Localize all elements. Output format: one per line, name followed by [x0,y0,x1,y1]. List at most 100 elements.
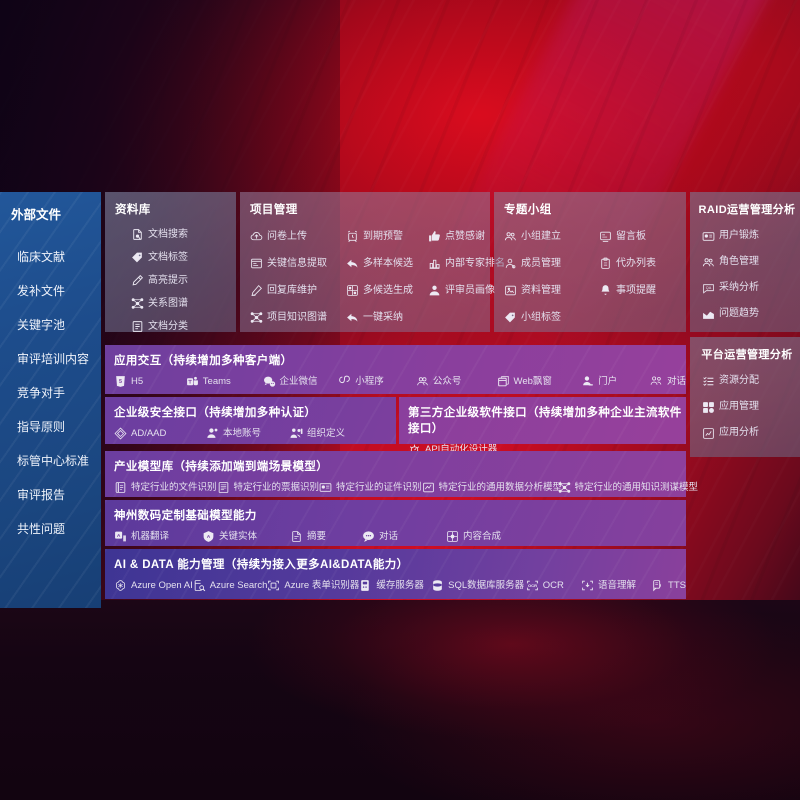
base-item-summary[interactable]: 摘要 [290,530,362,543]
ai-item-tts[interactable]: TTS [651,579,686,592]
ai-item-speech-understanding[interactable]: 语音理解 [581,579,651,592]
project-item-grid: 问卷上传 到期预警 点赞感谢 关键信息提取 多样本候选 内部专家排名 [240,217,505,331]
raid-item-issue-trend[interactable]: 问题趋势 [690,301,800,327]
graph-network-icon [250,311,263,324]
model-item-receipt-recognition[interactable]: 特定行业的票据识别 [217,481,319,494]
model-item-data-analysis[interactable]: 特定行业的通用数据分析模型 [422,481,562,494]
app-item-portal[interactable]: 门户 [581,375,650,388]
security-item-local-account[interactable]: 本地账号 [206,427,290,440]
grid-nodes-icon [346,284,359,297]
project-item-reply-library[interactable]: 回复库维护 [250,277,346,304]
extract-window-icon [250,257,263,270]
model-item-id-recognition[interactable]: 特定行业的证件识别 [319,481,422,494]
platform-item-resource-allocation[interactable]: 资源分配 [690,368,800,394]
library-item-doc-search[interactable]: 文档搜索 [105,223,236,246]
sidebar-item-standards-center[interactable]: 标管中心标准 [0,443,101,477]
team-item-label: 资料管理 [521,284,561,296]
platform-item-label: 应用管理 [719,401,759,412]
project-item-knowledge-graph[interactable]: 项目知识图谱 [250,304,346,331]
panel-title-team: 专题小组 [504,204,552,216]
app-interaction-items: 5 H5 Teams 企业微信 小程序 公众号 Web飘窗 [114,375,686,388]
analysis-box-icon [702,427,715,440]
tts-icon [651,579,664,592]
app-item-official-account[interactable]: 公众号 [416,375,497,388]
platform-item-app-analysis[interactable]: 应用分析 [690,420,800,446]
project-item-expert-ranking[interactable]: 内部专家排名 [428,250,505,277]
team-item-member-management[interactable]: 成员管理 [504,250,599,277]
highlight-pen-icon [131,274,144,287]
translate-icon: A [114,530,127,543]
library-item-highlight[interactable]: 高亮提示 [105,269,236,292]
ai-item-label: SQL数据库服务器 [448,579,525,591]
ai-item-ocr[interactable]: OCR OCR [526,579,581,592]
team-item-todo-list[interactable]: 代办列表 [599,250,689,277]
app-item-miniprogram[interactable]: 小程序 [338,375,416,388]
security-item-ad-aad[interactable]: AD/AAD [114,427,206,440]
app-item-teams[interactable]: Teams [186,375,263,388]
row-ai-data: AI & DATA 能力管理（持续为接入更多AI&DATA能力） Azure O… [105,549,686,599]
app-item-web-window[interactable]: Web飘窗 [497,375,582,388]
project-item-one-click-adopt[interactable]: 一键采纳 [346,304,428,331]
sidebar-item-competitors[interactable]: 竞争对手 [0,375,101,409]
project-item-reviewer-profile[interactable]: 评审员画像 [428,277,500,304]
project-item-questionnaire-upload[interactable]: 问卷上传 [250,223,346,250]
sidebar-item-supplement-files[interactable]: 发补文件 [0,273,101,307]
project-item-expiry-alert[interactable]: 到期预警 [346,223,428,250]
team-item-label: 留言板 [616,230,646,242]
sidebar-title: 外部文件 [11,208,62,222]
dialog-people-icon [650,375,663,388]
library-item-label: 文档搜索 [148,228,188,240]
tag-icon [131,251,144,264]
library-item-doc-tag[interactable]: 文档标签 [105,246,236,269]
team-item-message-board[interactable]: 留言板 [599,223,689,250]
app-item-h5[interactable]: 5 H5 [114,375,186,388]
security-item-org-define[interactable]: 组织定义 [290,427,345,440]
capability-board: 外部文件 临床文献 发补文件 关键字池 审评培训内容 竞争对手 指导原则 标管中… [0,192,800,608]
model-item-knowledge-model[interactable]: 特定行业的通用知识测谋模型 [558,481,698,494]
platform-item-list: 资源分配 应用管理 应用分析 [690,362,800,446]
library-item-doc-category[interactable]: 文档分类 [105,315,236,338]
sidebar-item-keyword-pool[interactable]: 关键字池 [0,307,101,341]
project-item-multi-sample-candidate[interactable]: 多样本候选 [346,250,428,277]
ai-item-form-recognizer[interactable]: Azure 表单识别器 [267,579,359,592]
base-item-content-synthesis[interactable]: 内容合成 [446,530,501,543]
team-item-group-tag[interactable]: 小组标签 [504,304,599,331]
sidebar-item-review-report[interactable]: 审评报告 [0,477,101,511]
bell-icon [599,284,612,297]
team-item-material-management[interactable]: 资料管理 [504,277,599,304]
project-item-label: 一键采纳 [363,311,403,323]
sidebar-item-label: 发补文件 [17,283,66,298]
base-item-dialog[interactable]: 对话 [362,530,446,543]
raid-item-user-profile[interactable]: 用户锻炼 [690,223,800,249]
app-item-dialog[interactable]: 对话 [650,375,686,388]
ai-item-azure-open-ai[interactable]: Azure Open AI [114,579,193,592]
sidebar-item-review-training[interactable]: 审评培训内容 [0,341,101,375]
project-item-key-info-extract[interactable]: 关键信息提取 [250,250,346,277]
wecom-icon [263,375,276,388]
raid-item-adoption-analysis[interactable]: QA 采纳分析 [690,275,800,301]
project-item-label: 项目知识图谱 [267,311,327,323]
library-item-relation-graph[interactable]: 关系图谱 [105,292,236,315]
sidebar-item-common-issues[interactable]: 共性问题 [0,511,101,545]
ai-item-sql-database[interactable]: SQL数据库服务器 [431,579,526,592]
ai-item-cache-server[interactable]: 缓存服务器 [359,579,431,592]
base-item-machine-translation[interactable]: A 机器翻译 [114,530,202,543]
sidebar-item-guidelines[interactable]: 指导原则 [0,409,101,443]
platform-item-app-management[interactable]: 应用管理 [690,394,800,420]
base-item-key-entity[interactable]: A 关键实体 [202,530,290,543]
team-item-event-reminder[interactable]: 事项提醒 [599,277,689,304]
team-item-create-group[interactable]: 小组建立 [504,223,599,250]
project-item-multi-candidate-gen[interactable]: 多候选生成 [346,277,428,304]
project-item-thanks-like[interactable]: 点赞感谢 [428,223,500,250]
ai-item-azure-search[interactable]: Azure Search [193,579,267,592]
panel-topic-team: 专题小组 小组建立 留言板 成员管理 代办列表 资料管理 [494,192,686,332]
model-item-file-recognition[interactable]: 特定行业的文件识别 [114,481,217,494]
raid-item-role-management[interactable]: 角色管理 [690,249,800,275]
raid-item-label: 角色管理 [719,256,759,267]
image-box-icon [504,284,517,297]
svg-text:QA: QA [706,286,712,290]
sidebar-item-clinical-literature[interactable]: 临床文献 [0,239,101,273]
file-recognize-icon [114,481,127,494]
app-item-wecom[interactable]: 企业微信 [263,375,339,388]
app-item-label: 小程序 [355,375,384,387]
